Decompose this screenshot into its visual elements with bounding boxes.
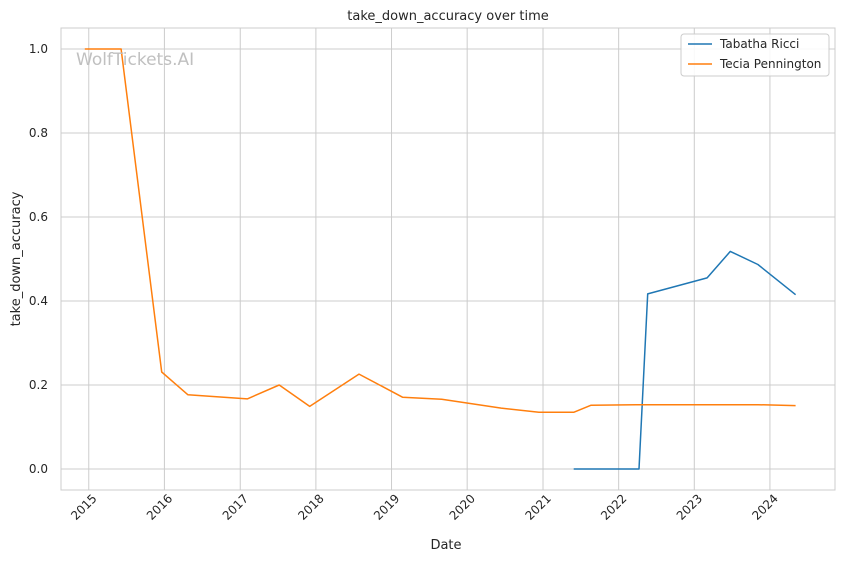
watermark: WolfTickets.AI bbox=[76, 50, 194, 70]
x-tick-label: 2020 bbox=[447, 491, 478, 522]
x-tick-label: 2023 bbox=[674, 491, 705, 522]
y-axis-label: take_down_accuracy bbox=[9, 191, 24, 326]
series-line-tecia-pennington bbox=[84, 48, 796, 414]
legend-label-tecia-pennington: Tecia Pennington bbox=[719, 57, 821, 71]
chart-title: take_down_accuracy over time bbox=[347, 9, 548, 24]
y-tick-label: 0.4 bbox=[29, 294, 48, 308]
series-lines bbox=[84, 48, 797, 470]
x-tick-label: 2024 bbox=[749, 491, 780, 522]
x-tick-label: 2018 bbox=[295, 491, 326, 522]
legend: Tabatha Ricci Tecia Pennington bbox=[680, 33, 830, 77]
x-tick-labels: 2015 2016 2017 2018 2019 2020 2021 2022 2023 2024 bbox=[68, 491, 781, 522]
legend-box bbox=[680, 33, 830, 77]
y-tick-label: 0.2 bbox=[29, 378, 48, 392]
y-tick-labels: 0.0 0.2 0.4 0.6 0.8 1.0 bbox=[29, 42, 48, 476]
series-line-tabatha-ricci bbox=[573, 250, 797, 470]
grid-lines bbox=[61, 28, 835, 490]
y-tick-label: 0.6 bbox=[29, 210, 48, 224]
plot-frame bbox=[60, 27, 836, 491]
x-tick-label: 2022 bbox=[598, 491, 629, 522]
x-tick-label: 2021 bbox=[522, 491, 553, 522]
y-tick-label: 1.0 bbox=[29, 42, 48, 56]
x-tick-label: 2019 bbox=[371, 491, 402, 522]
x-tick-label: 2017 bbox=[220, 491, 251, 522]
plot-area bbox=[61, 28, 835, 490]
x-tick-label: 2016 bbox=[144, 491, 175, 522]
x-axis-label: Date bbox=[430, 538, 461, 553]
x-tick-label: 2015 bbox=[68, 491, 99, 522]
legend-label-tabatha-ricci: Tabatha Ricci bbox=[719, 37, 799, 51]
y-tick-label: 0.8 bbox=[29, 126, 48, 140]
y-tick-label: 0.0 bbox=[29, 462, 48, 476]
